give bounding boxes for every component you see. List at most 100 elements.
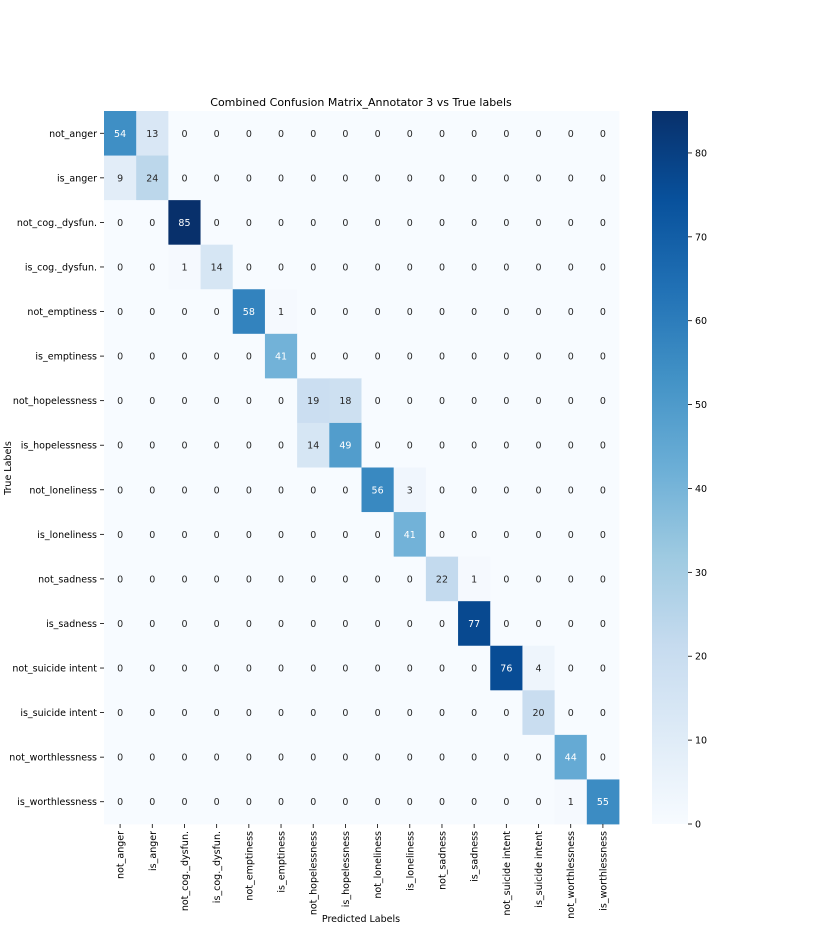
- cell-value: 0: [149, 352, 155, 363]
- y-tick-label: not_hopelessness: [13, 396, 97, 407]
- heatmap-cell: [361, 645, 395, 691]
- x-tick-label: not_anger: [116, 831, 127, 879]
- cell-value: 0: [407, 441, 413, 452]
- heatmap-cell: [232, 333, 266, 379]
- heatmap-cell: [329, 289, 362, 335]
- cell-value: 0: [342, 619, 348, 630]
- cell-value: 0: [342, 129, 348, 140]
- cell-value: 0: [181, 396, 187, 407]
- cell-value: 0: [149, 753, 155, 764]
- cell-value: 0: [503, 129, 509, 140]
- heatmap-cell: [490, 111, 523, 156]
- cell-value: 0: [117, 396, 123, 407]
- cell-value: 0: [439, 262, 445, 273]
- heatmap-cell: [264, 289, 298, 335]
- cell-value: 0: [503, 485, 509, 496]
- y-axis-ticks: not_anger is_anger not_cog._dysfun. is_cog.…: [9, 129, 104, 808]
- heatmap-cell: [522, 645, 556, 691]
- cell-value: 0: [181, 574, 187, 585]
- heatmap-cell: [361, 779, 395, 825]
- cell-value: 0: [246, 173, 252, 184]
- cell-value: 0: [407, 396, 413, 407]
- chart-title: Combined Confusion Matrix_Annotator 3 vs…: [210, 96, 512, 109]
- heatmap-cell: [136, 333, 169, 379]
- heatmap-cell: [554, 645, 588, 691]
- heatmap-cell: [425, 645, 459, 691]
- cell-value: 58: [243, 307, 255, 318]
- cell-value: 0: [375, 396, 381, 407]
- cell-value: 9: [117, 173, 123, 184]
- heatmap-cell: [232, 244, 266, 290]
- cell-value: 0: [117, 441, 123, 452]
- cell-value: 0: [375, 173, 381, 184]
- heatmap-cell: [554, 734, 588, 780]
- cell-value: 0: [214, 173, 220, 184]
- cell-value: 0: [310, 753, 316, 764]
- heatmap-cell: [136, 111, 169, 156]
- heatmap-cell: [136, 601, 169, 647]
- cell-value: 0: [214, 574, 220, 585]
- heatmap-cell: [490, 333, 523, 379]
- cell-value: 0: [536, 441, 542, 452]
- heatmap-cell: [586, 111, 620, 156]
- heatmap-cell: [200, 690, 234, 736]
- y-tick-label: is_anger: [57, 173, 97, 184]
- cell-value: 0: [439, 218, 445, 229]
- heatmap-cell: [425, 690, 459, 736]
- heatmap-cell: [393, 601, 427, 647]
- y-tick-label: is_sadness: [46, 619, 97, 630]
- heatmap-cell: [104, 111, 137, 156]
- heatmap-cell: [297, 690, 330, 736]
- cell-value: 0: [536, 574, 542, 585]
- x-tick-label: not_worthlessness: [566, 831, 577, 919]
- x-tick-label: is_cog._dysfun.: [212, 831, 223, 903]
- heatmap-cell: [361, 422, 395, 468]
- heatmap-cell: [329, 111, 362, 156]
- y-tick-label: is_cog._dysfun.: [25, 262, 97, 273]
- cell-value: 0: [471, 173, 477, 184]
- cell-value: 56: [372, 485, 384, 496]
- heatmap-cell: [522, 422, 556, 468]
- heatmap-cell: [232, 155, 266, 201]
- heatmap-cell: [586, 512, 620, 558]
- cell-value: 0: [536, 753, 542, 764]
- cell-value: 0: [439, 797, 445, 808]
- heatmap-cell: [329, 556, 362, 602]
- cell-value: 0: [214, 797, 220, 808]
- heatmap-cell: [522, 467, 556, 513]
- heatmap-cell: [393, 111, 427, 156]
- heatmap-cell: [200, 556, 234, 602]
- cell-value: 0: [214, 218, 220, 229]
- cell-value: 0: [278, 708, 284, 719]
- cell-value: 0: [471, 485, 477, 496]
- cell-value: 0: [407, 173, 413, 184]
- cell-value: 24: [146, 173, 158, 184]
- heatmap-cell: [425, 556, 459, 602]
- cell-value: 0: [600, 441, 606, 452]
- heatmap-cell: [104, 645, 137, 691]
- heatmap-cell: [361, 333, 395, 379]
- cell-value: 0: [536, 485, 542, 496]
- heatmap-cell: [168, 289, 201, 335]
- cell-value: 0: [278, 574, 284, 585]
- cell-value: 0: [278, 664, 284, 675]
- cell-value: 0: [471, 129, 477, 140]
- heatmap-cell: [586, 601, 620, 647]
- heatmap-cell: [554, 200, 588, 246]
- x-tick-label: is_sadness: [470, 831, 481, 882]
- cell-value: 0: [600, 129, 606, 140]
- heatmap-cell: [522, 512, 556, 558]
- heatmap-cell: [232, 512, 266, 558]
- y-tick-label: not_loneliness: [29, 485, 97, 496]
- cell-value: 0: [278, 218, 284, 229]
- cell-value: 0: [117, 352, 123, 363]
- heatmap-cell: [425, 779, 459, 825]
- cell-value: 0: [439, 664, 445, 675]
- heatmap-cell: [200, 467, 234, 513]
- heatmap-cell: [425, 200, 459, 246]
- heatmap-cell: [136, 779, 169, 825]
- heatmap-cell: [361, 512, 395, 558]
- cell-value: 0: [149, 485, 155, 496]
- heatmap-cell: [168, 333, 201, 379]
- heatmap-cell: [329, 467, 362, 513]
